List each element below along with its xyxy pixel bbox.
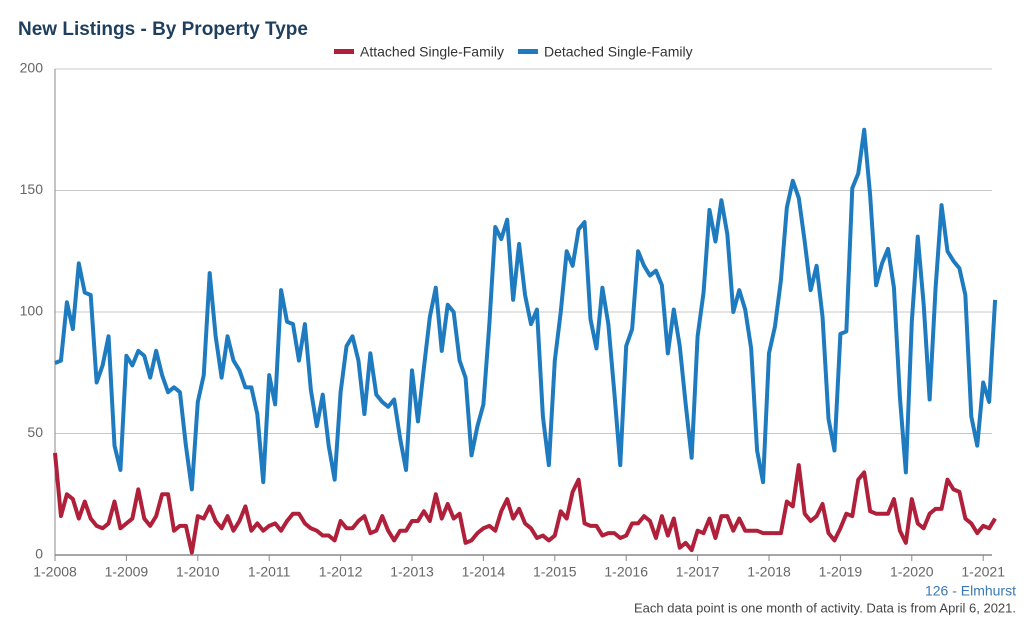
x-tick-label: 1-2013 — [390, 564, 434, 580]
market-label: 126 - Elmhurst — [925, 583, 1016, 599]
x-tick-label: 1-2010 — [176, 564, 220, 580]
x-tick-label: 1-2019 — [819, 564, 863, 580]
y-tick-label: 100 — [20, 303, 44, 319]
legend-swatch — [517, 49, 538, 54]
x-tick-label: 1-2016 — [604, 564, 648, 580]
series-line — [53, 452, 997, 555]
y-tick-label: 200 — [20, 60, 44, 76]
legend-swatch — [334, 49, 354, 54]
x-tick-label: 1-2011 — [248, 564, 291, 580]
y-tick-label: 0 — [35, 546, 43, 562]
series-line — [54, 127, 998, 492]
y-tick-label: 150 — [20, 181, 44, 197]
x-tick-label: 1-2009 — [105, 564, 149, 580]
x-tick-label: 1-2020 — [890, 564, 934, 580]
chart-title: New Listings - By Property Type — [18, 19, 308, 40]
x-tick-label: 1-2017 — [676, 564, 720, 580]
x-tick-label: 1-2008 — [33, 564, 77, 580]
x-tick-label: 1-2015 — [533, 564, 577, 580]
x-tick-label: 1-2014 — [462, 564, 506, 580]
y-tick-label: 50 — [27, 424, 43, 440]
legend-label: Attached Single-Family — [360, 44, 504, 60]
x-tick-label: 1-2018 — [747, 564, 791, 580]
x-tick-label: 1-2021 — [961, 564, 1005, 580]
legend-label: Detached Single-Family — [544, 44, 693, 60]
x-tick-label: 1-2012 — [319, 564, 363, 580]
footnote: Each data point is one month of activity… — [634, 600, 1016, 615]
